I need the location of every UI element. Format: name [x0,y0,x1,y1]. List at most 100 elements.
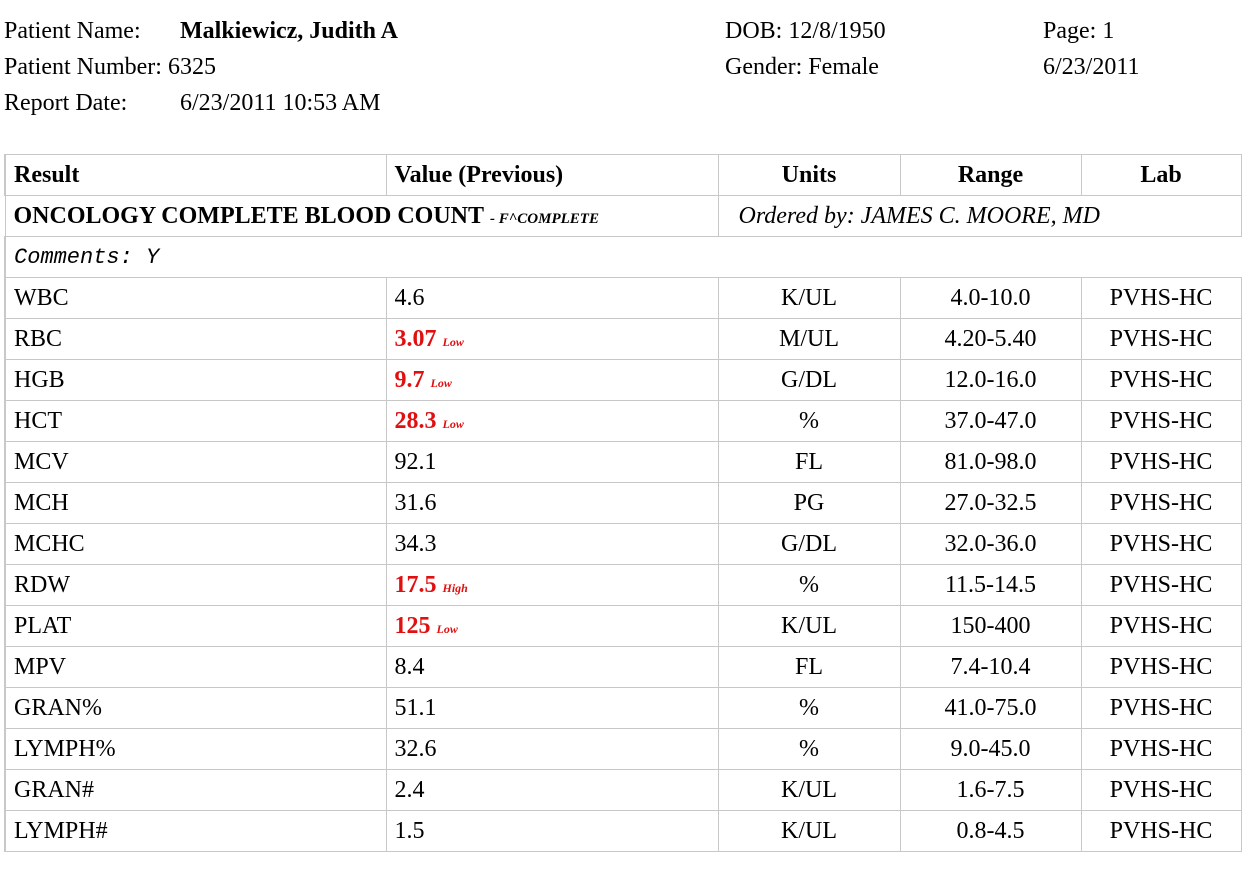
result-name: MCHC [4,523,387,565]
result-value: 8.4 [394,653,425,680]
abnormal-flag: Low [436,621,458,636]
gender: Female [808,54,879,80]
result-name: MCV [4,441,387,483]
result-value-cell: 32.6 [385,728,719,770]
result-value-cell: 8.4 [385,646,719,688]
page-number: 1 [1102,18,1115,44]
result-value: 92.1 [394,448,437,475]
col-header-lab: Lab [1080,154,1242,196]
result-value: 4.6 [394,284,425,311]
result-range: 27.0-32.5 [899,482,1082,524]
table-row: GRAN% 51.1% 41.0-75.0 PVHS-HC [4,687,1242,729]
result-units: % [717,728,901,770]
table-row: MCV 92.1 FL 81.0-98.0 PVHS-HC [4,441,1242,483]
result-name: RDW [4,564,387,606]
result-range: 12.0-16.0 [899,359,1082,401]
result-lab: PVHS-HC [1080,687,1242,729]
result-units: % [717,400,901,442]
result-value-cell: 28.3 Low [385,400,719,442]
result-units: G/DL [717,523,901,565]
result-lab: PVHS-HC [1080,400,1242,442]
result-units: K/UL [717,605,901,647]
result-name: MPV [4,646,387,688]
report-date-label: Report Date: [4,90,128,116]
result-range: 81.0-98.0 [899,441,1082,483]
result-value: 3.07 [394,325,437,352]
page-label: Page: [1043,18,1097,44]
table-row: MCH 31.6 PG 27.0-32.5 PVHS-HC [4,482,1242,524]
result-value-cell: 9.7 Low [385,359,719,401]
comments-row: Comments: Y [4,236,1241,278]
result-lab: PVHS-HC [1080,605,1242,647]
result-units: K/UL [717,769,901,811]
result-range: 4.20-5.40 [899,318,1082,360]
result-lab: PVHS-HC [1080,318,1242,360]
table-row: MCHC 34.3 G/DL 32.0-36.0 PVHS-HC [4,523,1242,565]
result-value-cell: 2.4 [385,769,719,811]
result-lab: PVHS-HC [1080,564,1242,606]
table-row: WBC 4.6 K/UL 4.0-10.0 PVHS-HC [4,277,1242,319]
dob: 12/8/1950 [788,18,886,44]
table-row: HCT 28.3 Low% 37.0-47.0 PVHS-HC [4,400,1242,442]
result-name: HCT [4,400,387,442]
result-value: 2.4 [394,776,425,803]
result-value-cell: 51.1 [385,687,719,729]
table-row: MPV 8.4 FL 7.4-10.4 PVHS-HC [4,646,1242,688]
patient-name: Malkiewicz, Judith A [180,18,399,44]
col-header-value: Value (Previous) [385,154,719,196]
comments-text: Comments: Y [4,236,1241,278]
result-value: 32.6 [394,735,437,762]
page-line: Page: 1 [1043,17,1114,45]
abnormal-flag: Low [442,416,464,431]
result-name: PLAT [4,605,387,647]
patient-number-line: Patient Number: 6325 [4,53,216,81]
table-row: LYMPH# 1.5 K/UL 0.8-4.5 PVHS-HC [4,810,1242,852]
result-name: RBC [4,318,387,360]
dob-label: DOB: [725,18,783,44]
result-units: FL [717,441,901,483]
col-header-units: Units [717,154,901,196]
result-value-cell: 4.6 [385,277,719,319]
result-range: 11.5-14.5 [899,564,1082,606]
table-row: GRAN# 2.4 K/UL 1.6-7.5 PVHS-HC [4,769,1242,811]
section-code: - F^COMPLETE [489,210,599,227]
result-units: K/UL [717,810,901,852]
result-lab: PVHS-HC [1080,810,1242,852]
result-name: HGB [4,359,387,401]
result-lab: PVHS-HC [1080,277,1242,319]
section-row: ONCOLOGY COMPLETE BLOOD COUNT - F^COMPLE… [4,195,1242,237]
result-lab: PVHS-HC [1080,482,1242,524]
result-name: GRAN% [4,687,387,729]
result-units: % [717,564,901,606]
result-value: 31.6 [394,489,437,516]
result-value-cell: 125 Low [385,605,719,647]
patient-name-line: Patient Name: Malkiewicz, Judith A [4,17,398,45]
patient-number: 6325 [167,54,216,80]
result-units: FL [717,646,901,688]
abnormal-flag: High [442,580,468,595]
result-range: 37.0-47.0 [899,400,1082,442]
table-row: LYMPH% 32.6% 9.0-45.0 PVHS-HC [4,728,1242,770]
col-header-range: Range [899,154,1082,196]
col-header-result: Result [4,154,387,196]
result-value-cell: 1.5 [385,810,719,852]
result-value-cell: 92.1 [385,441,719,483]
result-name: MCH [4,482,387,524]
results-table: Result Value (Previous) Units Range Lab … [4,154,1242,852]
result-value-cell: 34.3 [385,523,719,565]
patient-number-label: Patient Number: [4,54,162,80]
table-row: HGB 9.7 Low G/DL 12.0-16.0 PVHS-HC [4,359,1242,401]
result-value: 17.5 [394,571,437,598]
result-range: 41.0-75.0 [899,687,1082,729]
result-units: % [717,687,901,729]
result-name: GRAN# [4,769,387,811]
ordered-by: Ordered by: JAMES C. MOORE, MD [738,202,1100,229]
result-name: LYMPH% [4,728,387,770]
result-value: 34.3 [394,530,437,557]
result-name: LYMPH# [4,810,387,852]
result-lab: PVHS-HC [1080,646,1242,688]
table-row: PLAT 125 Low K/UL 150-400 PVHS-HC [4,605,1242,647]
result-value: 125 [394,612,431,639]
result-units: PG [717,482,901,524]
section-title: ONCOLOGY COMPLETE BLOOD COUNT [13,202,484,229]
